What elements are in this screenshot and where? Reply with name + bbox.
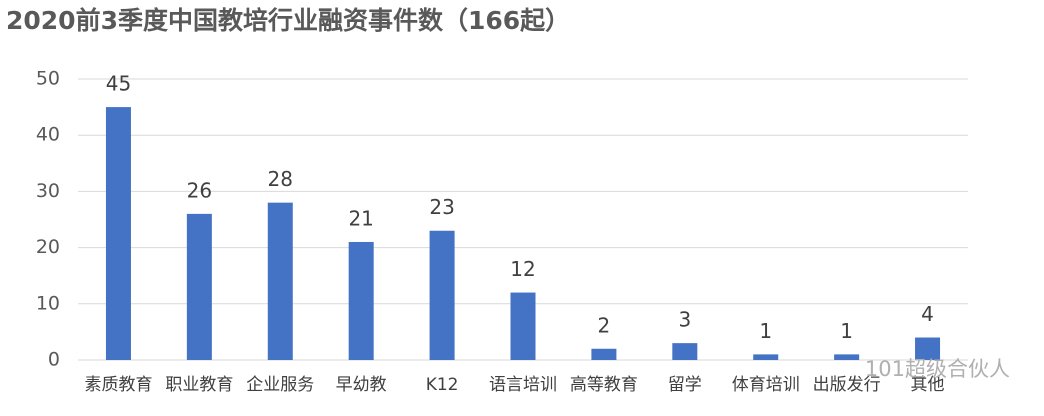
bar [186,213,212,360]
y-tick-label: 10 [36,292,60,314]
bar [348,241,374,360]
data-label: 2 [598,313,611,337]
y-tick-label: 0 [48,349,60,371]
bar [429,230,455,360]
x-tick-label: 体育培训 [732,375,800,395]
data-label: 23 [429,195,454,219]
y-tick-label: 30 [36,180,60,202]
data-label: 26 [187,178,212,202]
bar [753,354,779,360]
x-tick-label: 素质教育 [84,375,152,395]
data-label: 12 [510,257,535,281]
x-tick-label: K12 [426,375,459,395]
x-tick-label: 早幼教 [336,375,387,395]
data-label: 1 [759,319,772,343]
data-label: 4 [921,302,934,326]
y-tick-label: 20 [36,236,60,258]
x-tick-label: 语言培训 [489,375,557,395]
bar [672,343,698,360]
x-tick-label: 出版发行 [813,375,881,395]
data-label: 3 [678,308,691,332]
x-tick-label: 留学 [668,375,702,395]
x-tick-label: 企业服务 [246,375,314,395]
data-label: 45 [106,72,131,96]
bar [510,292,536,360]
chart-title: 2020前3季度中国教培行业融资事件数（166起） [6,6,570,35]
bar [915,337,941,360]
x-tick-label: 其他 [911,375,945,395]
y-tick-label: 40 [36,124,60,146]
data-label: 21 [348,206,373,230]
data-label: 1 [840,319,853,343]
x-tick-label: 职业教育 [165,375,233,395]
x-tick-label: 高等教育 [570,375,638,395]
data-label: 28 [268,167,293,191]
bar [591,348,617,360]
bar [267,202,293,360]
watermark: 101超级合伙人 [865,357,1010,381]
bar [834,354,860,360]
y-tick-label: 50 [36,68,60,90]
bar [105,107,131,360]
